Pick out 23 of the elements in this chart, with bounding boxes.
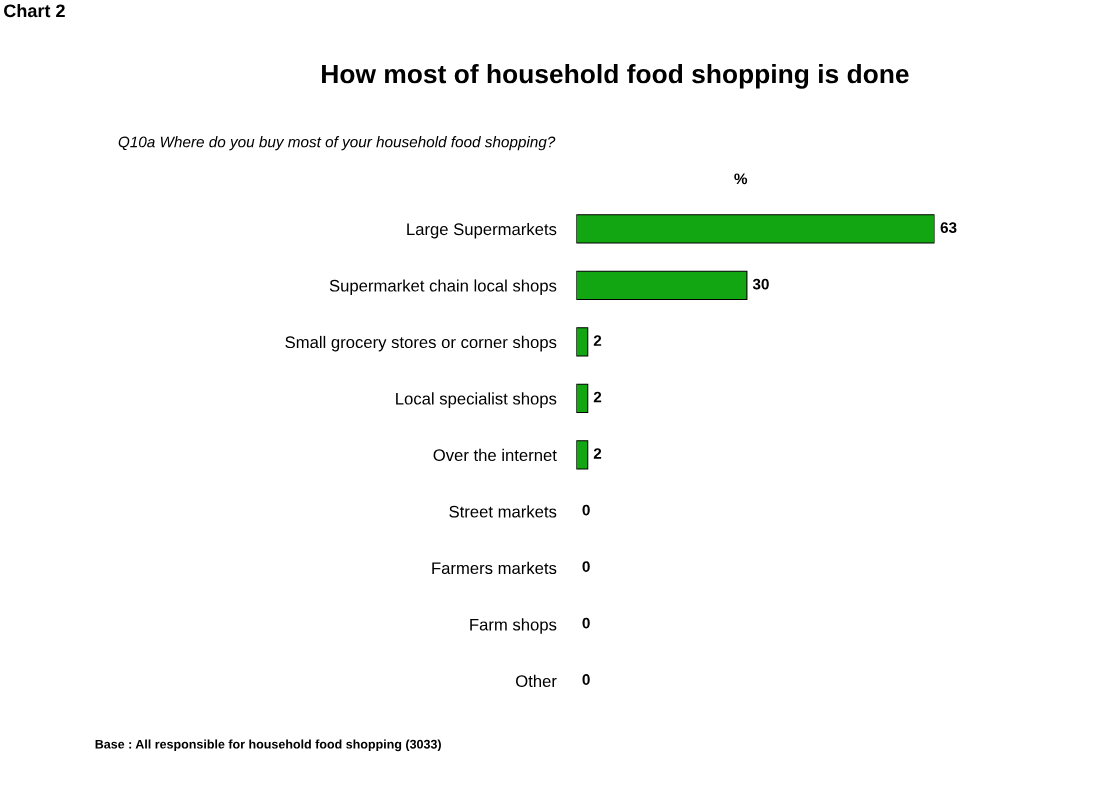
y-tick-label: Over the internet xyxy=(433,448,557,462)
data-label: 0 xyxy=(582,617,590,629)
y-tick-label: Supermarket chain local shops xyxy=(329,279,557,295)
y-tick-label: Street markets xyxy=(449,505,557,518)
y-tick-label: Local specialist shops xyxy=(396,392,557,408)
y-tick-label: Small grocery stores or corner shops xyxy=(285,335,557,352)
data-label: 63 xyxy=(940,222,957,234)
text: Q10a Where do you buy most of your household food shopping? xyxy=(118,136,556,151)
y-tick-label: Large Supermarkets xyxy=(407,222,557,239)
y-tick-label: Other xyxy=(516,674,557,688)
chart-title: How most of household food shopping is done xyxy=(322,63,909,89)
y-tick-label: Farm shops xyxy=(470,618,557,634)
y-tick-label: Farmers markets xyxy=(432,561,557,575)
data-label: 0 xyxy=(582,674,590,685)
data-label: 2 xyxy=(593,335,602,346)
x-axis-title: % xyxy=(734,173,748,185)
caption: Chart 2 xyxy=(4,3,65,18)
text: Base : All responsible for household food shopping (3033) xyxy=(95,739,441,752)
data-label: 2 xyxy=(593,391,602,403)
data-label: 30 xyxy=(752,278,769,290)
data-label: 0 xyxy=(582,504,590,516)
data-label: 2 xyxy=(593,448,602,459)
data-label: 0 xyxy=(582,561,590,572)
